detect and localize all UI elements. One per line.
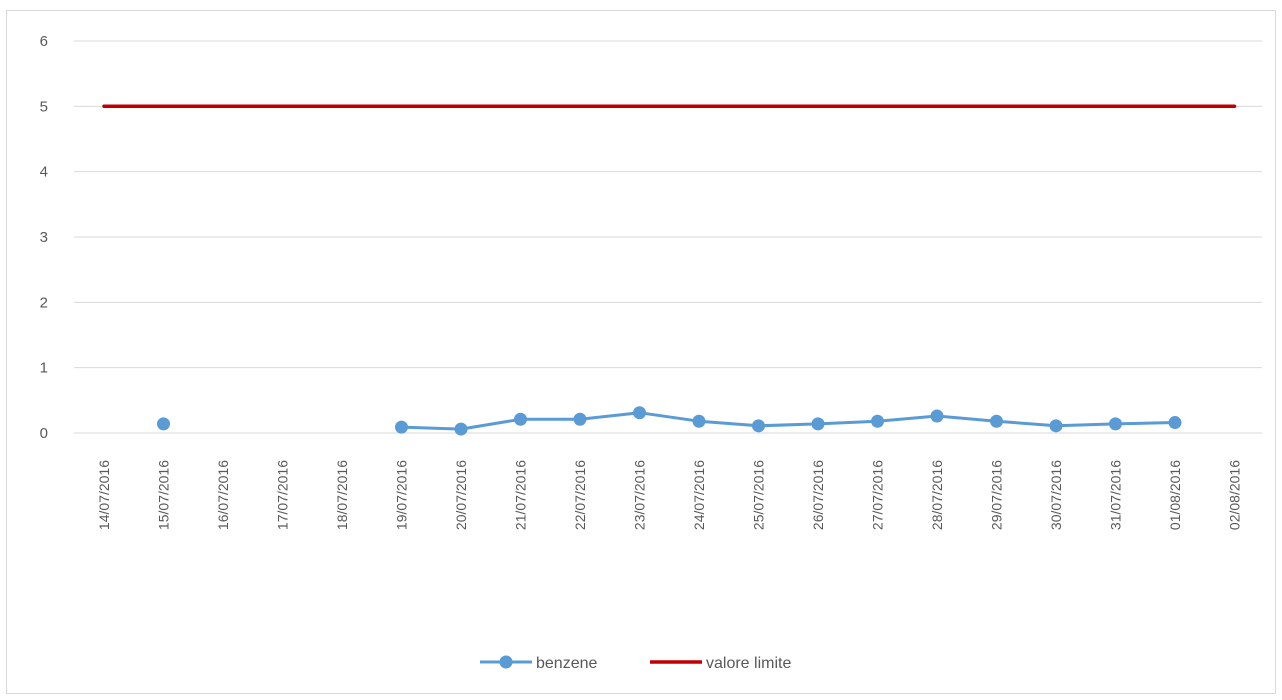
x-tick-label: 24/07/2016 xyxy=(691,460,707,530)
x-tick-label: 23/07/2016 xyxy=(632,460,648,530)
y-tick-label: 2 xyxy=(40,294,48,311)
x-tick-label: 29/07/2016 xyxy=(989,460,1005,530)
x-tick-label: 31/07/2016 xyxy=(1108,460,1124,530)
y-axis-ticks: 0 1 2 3 4 5 6 xyxy=(40,33,48,442)
x-tick-label: 28/07/2016 xyxy=(929,460,945,530)
legend-item: valore limite xyxy=(650,655,791,672)
y-tick-label: 4 xyxy=(40,164,48,181)
x-tick-label: 30/07/2016 xyxy=(1048,460,1064,530)
data-point xyxy=(752,419,765,433)
x-tick-label: 17/07/2016 xyxy=(275,460,291,530)
x-tick-label: 19/07/2016 xyxy=(394,460,410,530)
x-tick-label: 20/07/2016 xyxy=(453,460,469,530)
data-point xyxy=(1168,416,1182,430)
x-tick-label: 26/07/2016 xyxy=(810,460,826,530)
data-point xyxy=(990,414,1003,428)
x-tick-label: 18/07/2016 xyxy=(334,460,350,530)
series-line xyxy=(400,411,1177,431)
y-tick-label: 0 xyxy=(40,425,48,442)
legend-marker xyxy=(499,655,513,669)
x-tick-label: 15/07/2016 xyxy=(156,460,172,530)
legend-label: benzene xyxy=(536,655,597,672)
x-tick-label: 27/07/2016 xyxy=(870,460,886,530)
data-point xyxy=(157,417,170,431)
legend-item: benzene xyxy=(480,655,597,672)
y-tick-label: 3 xyxy=(40,229,48,246)
data-point xyxy=(454,422,468,436)
data-point xyxy=(930,409,944,423)
x-tick-label: 02/08/2016 xyxy=(1227,460,1243,530)
x-tick-label: 16/07/2016 xyxy=(215,460,231,530)
legend: benzene valore limite xyxy=(480,655,791,672)
x-tick-label: 01/08/2016 xyxy=(1167,460,1183,530)
data-point xyxy=(633,406,646,420)
x-tick-label: 25/07/2016 xyxy=(751,460,767,530)
data-point xyxy=(692,414,706,428)
y-tick-label: 6 xyxy=(40,33,48,50)
y-tick-label: 5 xyxy=(40,98,48,115)
data-point xyxy=(871,414,884,428)
series-group xyxy=(102,104,1237,436)
data-point xyxy=(395,420,408,434)
data-point xyxy=(1049,419,1063,433)
chart-frame xyxy=(6,10,1276,694)
y-tick-label: 1 xyxy=(40,360,48,377)
data-point xyxy=(514,412,527,426)
data-point xyxy=(573,412,587,426)
x-axis-ticks: 14/07/2016 15/07/2016 16/07/2016 17/07/2016… xyxy=(96,460,1243,530)
x-tick-label: 14/07/2016 xyxy=(96,460,112,530)
data-point xyxy=(811,417,825,431)
x-tick-label: 22/07/2016 xyxy=(572,460,588,530)
data-point xyxy=(1109,417,1122,431)
series-benzene xyxy=(157,406,1182,436)
gridlines xyxy=(74,40,1262,434)
legend-label: valore limite xyxy=(706,655,791,672)
x-tick-label: 21/07/2016 xyxy=(513,460,529,530)
